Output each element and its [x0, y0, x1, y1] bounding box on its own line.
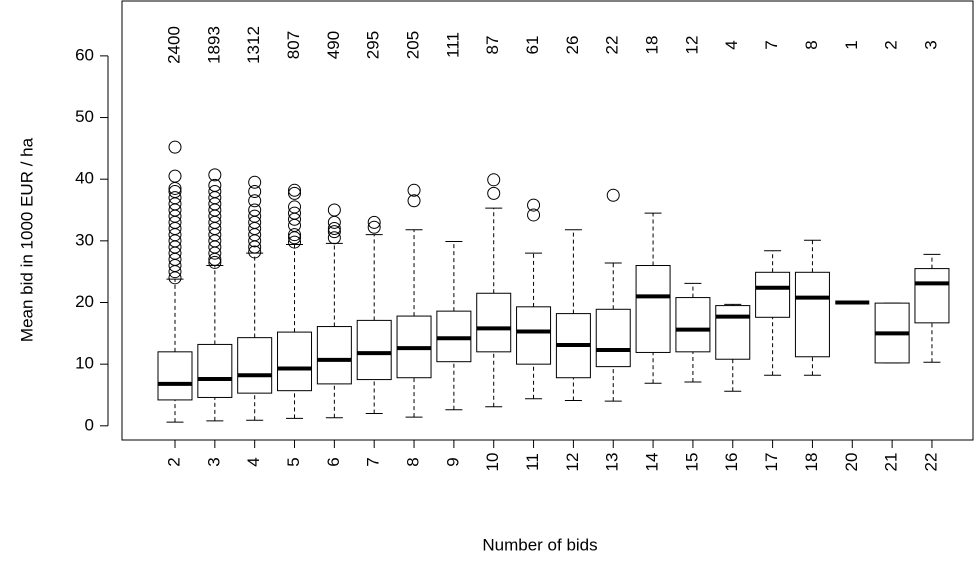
box — [316, 326, 352, 385]
box — [277, 331, 313, 392]
box — [595, 308, 631, 368]
x-tick-label: 16 — [722, 453, 741, 472]
x-axis-title: Number of bids — [482, 535, 597, 554]
x-tick-label: 7 — [364, 457, 383, 466]
x-tick-label: 6 — [324, 457, 343, 466]
outlier — [208, 255, 222, 269]
y-tick-label: 0 — [85, 415, 94, 434]
outlier — [367, 215, 381, 229]
outlier — [288, 183, 302, 197]
x-tick-label: 8 — [404, 457, 423, 466]
outlier — [606, 188, 620, 202]
box — [197, 343, 233, 398]
x-tick-label: 11 — [523, 453, 542, 471]
outlier — [327, 222, 341, 236]
x-tick-label: 4 — [244, 457, 263, 466]
outlier — [248, 245, 262, 259]
count-label: 2 — [882, 40, 901, 49]
count-label: 2400 — [164, 26, 183, 64]
count-label: 4 — [722, 40, 741, 49]
box — [715, 305, 751, 360]
count-label: 87 — [483, 36, 502, 55]
x-tick-label: 14 — [643, 453, 662, 472]
y-axis-title: Mean bid in 1000 EUR / ha — [17, 137, 36, 342]
count-label: 1 — [842, 40, 861, 49]
x-tick-label: 3 — [204, 457, 223, 466]
y-tick-label: 60 — [75, 45, 94, 64]
count-label: 3 — [921, 40, 940, 49]
box — [516, 306, 552, 365]
outlier — [288, 228, 302, 242]
x-tick-label: 21 — [882, 453, 901, 472]
x-tick-label: 20 — [842, 453, 861, 472]
outlier — [407, 183, 421, 197]
x-tick-label: 13 — [603, 453, 622, 472]
outlier — [248, 175, 262, 189]
outlier — [168, 185, 182, 199]
x-tick-label: 15 — [682, 453, 701, 472]
y-tick-label: 50 — [75, 107, 94, 126]
outlier — [288, 200, 302, 214]
count-label: 111 — [443, 32, 462, 58]
outlier — [248, 185, 262, 199]
outlier — [327, 231, 341, 245]
outlier — [248, 209, 262, 223]
outlier — [487, 173, 501, 187]
outlier — [367, 220, 381, 234]
x-tick-label: 9 — [443, 457, 462, 466]
count-label: 8 — [802, 40, 821, 49]
y-tick-label: 10 — [75, 354, 94, 373]
count-label: 1312 — [244, 26, 263, 64]
outlier — [168, 181, 182, 195]
count-label: 205 — [404, 31, 423, 59]
box — [755, 271, 791, 318]
x-tick-label: 12 — [563, 453, 582, 472]
count-label: 295 — [364, 31, 383, 59]
box — [675, 297, 711, 353]
count-label: 490 — [324, 31, 343, 59]
outlier — [208, 168, 222, 182]
outlier — [208, 185, 222, 199]
outlier — [248, 203, 262, 217]
outlier — [168, 169, 182, 183]
count-label: 22 — [603, 36, 622, 55]
outlier — [527, 198, 541, 212]
outlier — [208, 178, 222, 192]
count-label: 807 — [284, 31, 303, 59]
y-tick-label: 30 — [75, 230, 94, 249]
outlier — [527, 208, 541, 222]
count-label: 18 — [643, 36, 662, 55]
outlier — [327, 203, 341, 217]
count-label: 7 — [762, 40, 781, 49]
box — [356, 319, 392, 381]
outlier — [327, 225, 341, 239]
x-tick-label: 18 — [802, 453, 821, 472]
x-tick-label: 22 — [921, 453, 940, 472]
count-label: 1893 — [204, 26, 223, 64]
box — [476, 292, 512, 353]
count-label: 26 — [563, 36, 582, 55]
outlier — [248, 194, 262, 208]
outlier — [487, 186, 501, 200]
box — [157, 351, 193, 401]
count-label: 61 — [523, 36, 542, 55]
outlier — [407, 194, 421, 208]
x-tick-label: 5 — [284, 457, 303, 466]
count-label: 12 — [682, 36, 701, 55]
outlier — [288, 206, 302, 220]
box — [794, 271, 830, 358]
y-tick-label: 40 — [75, 169, 94, 188]
x-tick-label: 17 — [762, 453, 781, 472]
outlier — [288, 186, 302, 200]
x-tick-label: 10 — [483, 453, 502, 472]
outlier — [168, 140, 182, 154]
box — [914, 268, 950, 324]
outlier — [168, 191, 182, 205]
box — [635, 265, 671, 353]
y-tick-label: 20 — [75, 292, 94, 311]
outlier — [288, 235, 302, 249]
box — [237, 337, 273, 394]
x-tick-label: 2 — [164, 457, 183, 466]
